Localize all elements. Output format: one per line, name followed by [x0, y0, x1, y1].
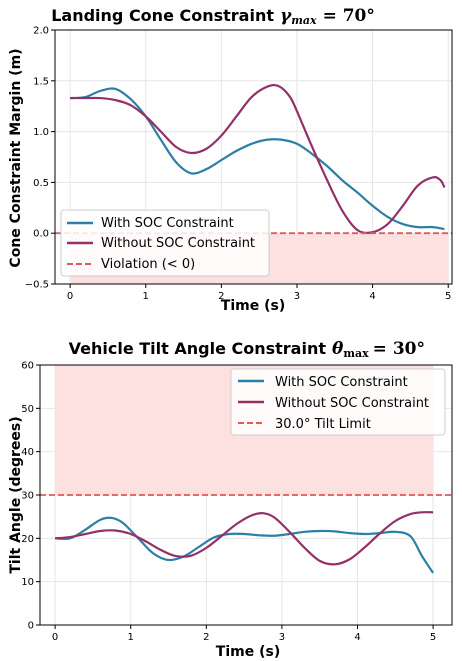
- chart-2-y-label: Tilt Angle (degrees): [8, 416, 24, 573]
- chart-1-series-line-with-soc: [70, 87, 445, 231]
- chart-1-x-tick-label: 3: [294, 291, 300, 302]
- chart-2-series-line-without-soc: [55, 511, 434, 566]
- chart-2-series-line-with-soc: [55, 516, 435, 574]
- tilt-angle-chart: Vehicle Tilt Angle Constraint θmax = 30° …: [8, 339, 453, 660]
- chart-1-y-tick-label: 1.5: [33, 76, 49, 87]
- chart-2-y-tick-label: 20: [21, 534, 34, 545]
- chart-1-legend: With SOC Constraint Without SOC Constrai…: [60, 209, 270, 277]
- chart-2-series: [55, 511, 435, 574]
- chart-2-x-tick-label: 5: [430, 632, 436, 643]
- chart-2-y-tick-label: 50: [21, 404, 34, 415]
- cone-constraint-chart: Landing Cone Constraint γmax = 70° 0 1 2 3 4 5…: [8, 6, 453, 314]
- chart-1-y-tick-label: 1.0: [33, 127, 49, 138]
- chart-2-x-tick-label: 4: [354, 632, 360, 643]
- chart-2-y-tick-label: 0: [28, 621, 34, 632]
- chart-1-y-label: Cone Constraint Margin (m): [8, 48, 24, 267]
- chart-2-x-tick-label: 1: [128, 632, 134, 643]
- chart-2-y-tick-label: 40: [21, 447, 34, 458]
- chart-1-y-ticks: −0.5 0.0 0.5 1.0 1.5 2.0: [25, 26, 55, 291]
- chart-2-legend-label-without-soc: Without SOC Constraint: [275, 396, 429, 411]
- chart-2-title: Vehicle Tilt Angle Constraint: [69, 339, 327, 358]
- chart-2-legend: With SOC Constraint Without SOC Constrai…: [230, 368, 446, 436]
- chart-1-series-line-without-soc: [70, 83, 446, 235]
- chart-1-x-tick-label: 5: [445, 291, 451, 302]
- chart-1-series: [70, 83, 446, 235]
- chart-1-x-tick-label: 2: [218, 291, 224, 302]
- chart-1-legend-label-violation: Violation (< 0): [101, 257, 195, 272]
- chart-2-legend-label-with-soc: With SOC Constraint: [275, 375, 408, 390]
- chart-2-x-ticks: 0 1 2 3 4 5: [52, 625, 436, 643]
- chart-1-y-tick-label: −0.5: [25, 280, 49, 291]
- chart-1-y-tick-label: 0.5: [33, 178, 49, 189]
- chart-2-title-math: θmax = 30°: [332, 339, 425, 360]
- chart-2-y-tick-label: 30: [21, 491, 34, 502]
- chart-2-y-tick-label: 10: [21, 577, 34, 588]
- chart-1-legend-box: [60, 209, 270, 277]
- chart-1-title: Landing Cone Constraint: [51, 6, 274, 25]
- chart-1-x-tick-label: 0: [67, 291, 73, 302]
- chart-2-x-tick-label: 0: [52, 632, 58, 643]
- chart-2-x-label: Time (s): [216, 644, 280, 660]
- chart-2-legend-label-tilt-limit: 30.0° Tilt Limit: [275, 417, 371, 432]
- chart-2-x-tick-label: 2: [203, 632, 209, 643]
- chart-1-legend-label-with-soc: With SOC Constraint: [101, 216, 234, 231]
- chart-2-y-ticks: 0 10 20 30 40 50 60: [21, 361, 40, 632]
- chart-1-x-tick-label: 4: [369, 291, 375, 302]
- chart-1-y-tick-label: 0.0: [33, 229, 49, 240]
- chart-1-y-tick-label: 2.0: [33, 26, 49, 37]
- chart-1-x-label: Time (s): [221, 298, 285, 314]
- chart-1-title-math: γmax = 70°: [280, 6, 375, 27]
- chart-2-y-tick-label: 60: [21, 361, 34, 372]
- chart-1-legend-label-without-soc: Without SOC Constraint: [101, 236, 255, 251]
- chart-1-x-tick-label: 1: [143, 291, 149, 302]
- chart-1-x-ticks: 0 1 2 3 4 5: [67, 284, 451, 302]
- chart-2-x-tick-label: 3: [279, 632, 285, 643]
- chart-2-legend-box: [230, 368, 446, 436]
- chart-1-plot-frame: [54, 29, 453, 285]
